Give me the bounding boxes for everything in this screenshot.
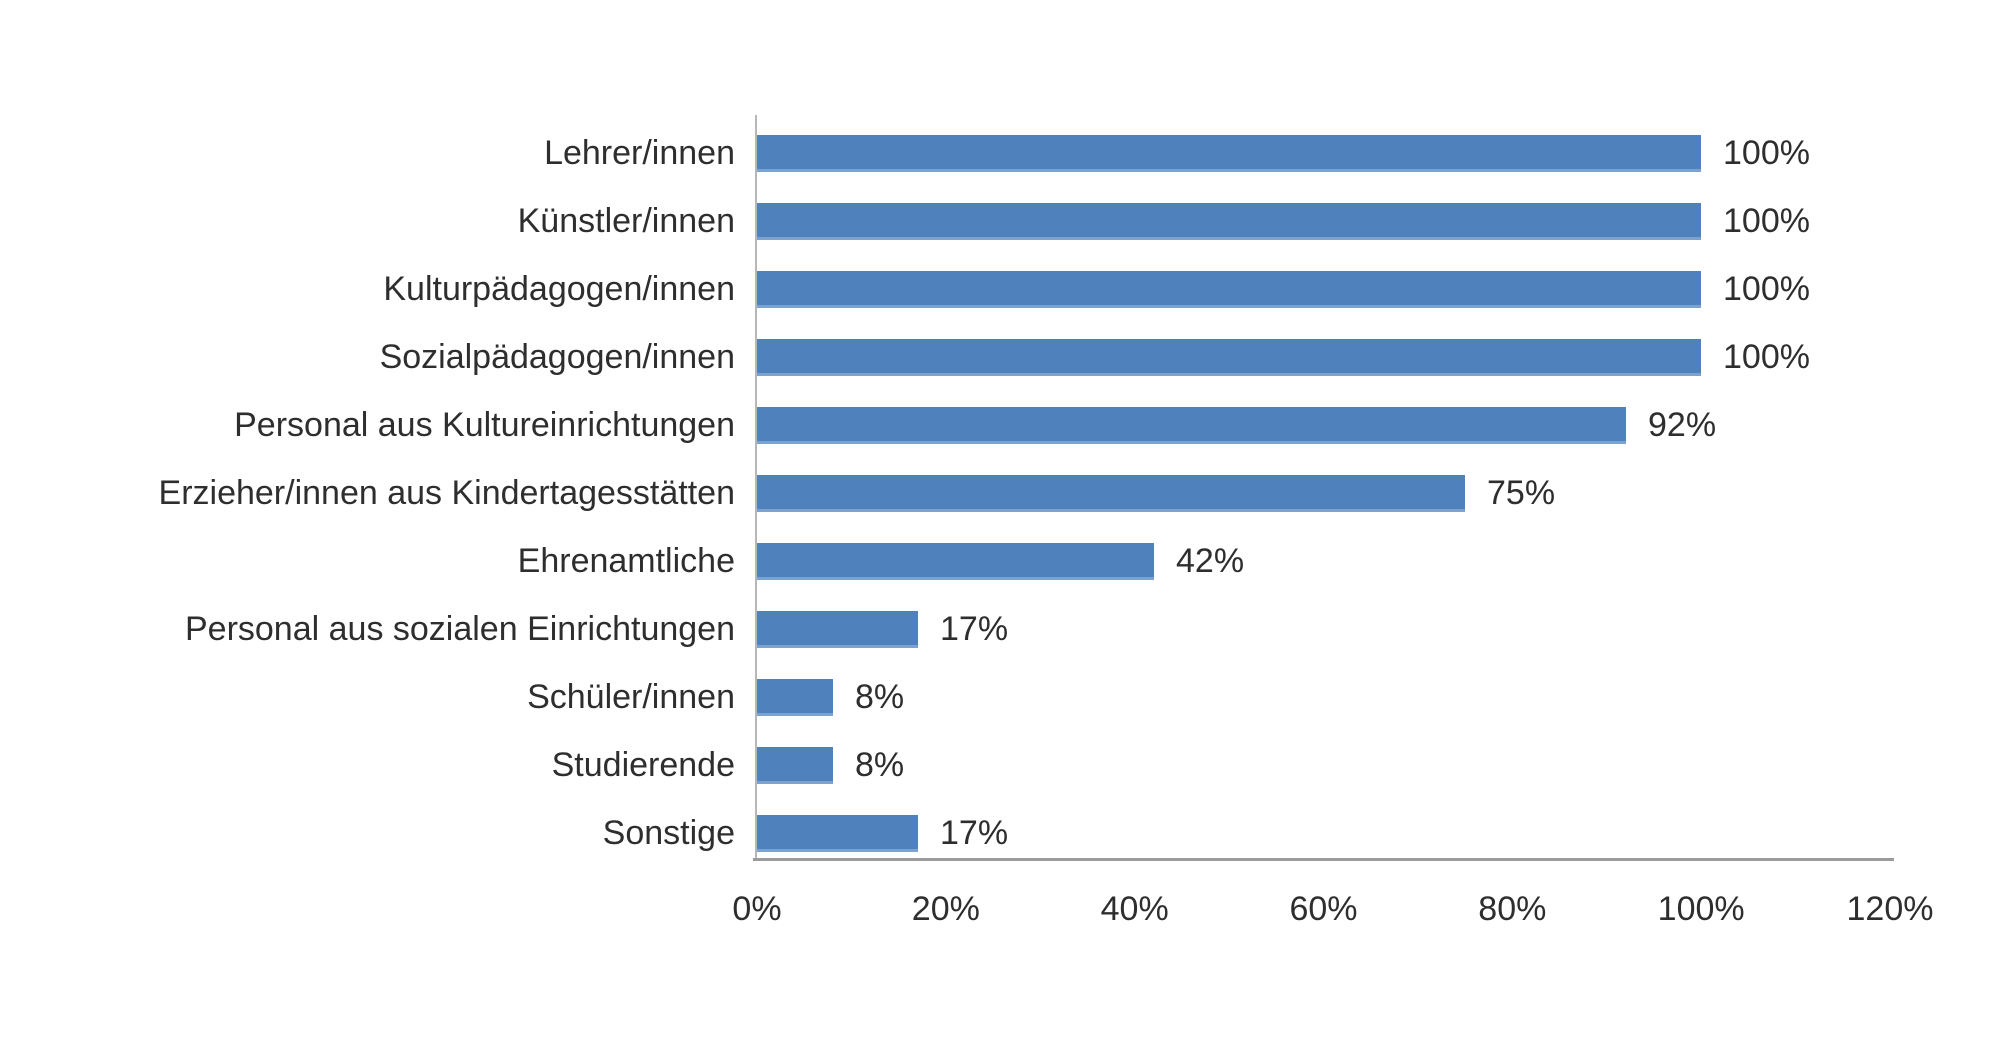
value-label: 75% (1487, 474, 1556, 512)
bar (757, 678, 833, 716)
value-label: 8% (855, 678, 905, 716)
value-label: 92% (1648, 406, 1717, 444)
x-tick-label: 20% (911, 890, 980, 928)
x-axis-line (753, 858, 1894, 861)
bar-row: Erzieher/innen aus Kindertagesstätten 75% (0, 459, 2008, 527)
bar (757, 134, 1701, 172)
x-tick-label: 120% (1846, 890, 1934, 928)
bar (757, 474, 1465, 512)
value-label: 100% (1723, 202, 1810, 240)
category-label: Erzieher/innen aus Kindertagesstätten (158, 474, 735, 512)
category-label: Personal aus sozialen Einrichtungen (184, 610, 735, 648)
category-label: Studierende (551, 746, 735, 784)
bar-row: Kulturpädagogen/innen 100% (0, 255, 2008, 323)
category-label: Künstler/innen (517, 202, 735, 240)
bar (757, 202, 1701, 240)
bar-row: Ehrenamtliche 42% (0, 527, 2008, 595)
x-tick-label: 80% (1478, 890, 1547, 928)
value-label: 42% (1176, 542, 1245, 580)
bar (757, 610, 918, 648)
bar (757, 814, 918, 852)
bar (757, 270, 1701, 308)
category-label: Sozialpädagogen/innen (379, 338, 735, 376)
value-label: 17% (940, 610, 1009, 648)
value-label: 17% (940, 814, 1009, 852)
x-tick-label: 60% (1289, 890, 1358, 928)
bar-row: Studierende 8% (0, 731, 2008, 799)
value-label: 100% (1723, 134, 1810, 172)
x-tick-label: 100% (1657, 890, 1745, 928)
category-label: Personal aus Kultureinrichtungen (234, 406, 735, 444)
bar (757, 542, 1154, 580)
value-label: 100% (1723, 270, 1810, 308)
bar-row: Lehrer/innen 100% (0, 119, 2008, 187)
category-label: Ehrenamtliche (517, 542, 735, 580)
category-label: Lehrer/innen (544, 134, 735, 172)
category-label: Sonstige (602, 814, 735, 852)
bar-row: Sozialpädagogen/innen 100% (0, 323, 2008, 391)
bar-row: Schüler/innen 8% (0, 663, 2008, 731)
category-label: Schüler/innen (527, 678, 735, 716)
value-label: 100% (1723, 338, 1810, 376)
x-tick-label: 0% (732, 890, 782, 928)
bar-row: Sonstige 17% (0, 799, 2008, 867)
bar (757, 338, 1701, 376)
bar (757, 746, 833, 784)
y-axis-line (755, 115, 757, 858)
bar-row: Künstler/innen 100% (0, 187, 2008, 255)
bar (757, 406, 1626, 444)
value-label: 8% (855, 746, 905, 784)
category-label: Kulturpädagogen/innen (383, 270, 735, 308)
x-tick-label: 40% (1100, 890, 1169, 928)
bar-row: Personal aus Kultureinrichtungen 92% (0, 391, 2008, 459)
bar-row: Personal aus sozialen Einrichtungen 17% (0, 595, 2008, 663)
